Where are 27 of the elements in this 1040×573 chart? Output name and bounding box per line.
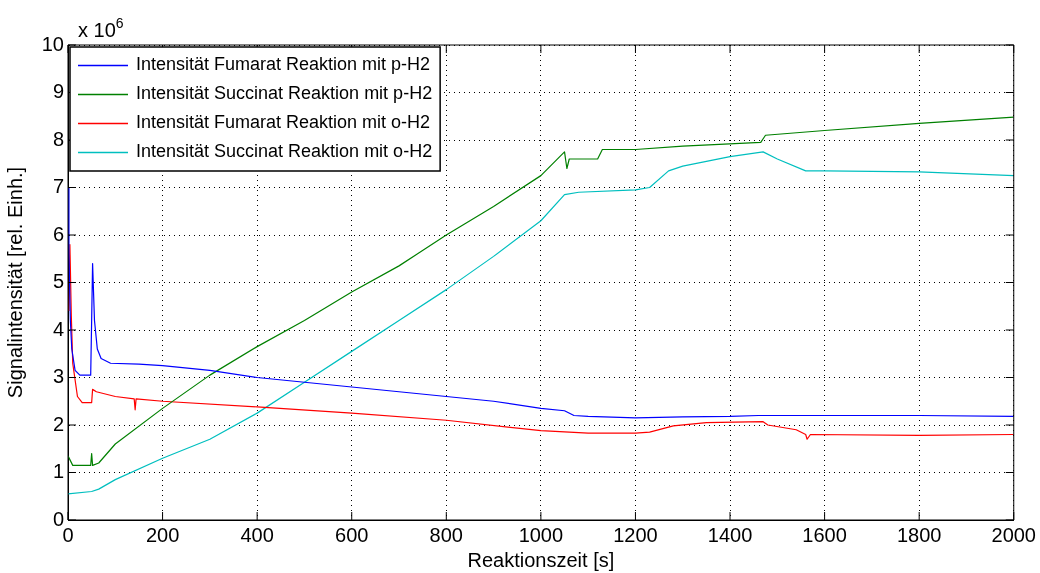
- x-tick-label: 600: [335, 523, 369, 546]
- y-tick-label: 8: [52, 127, 64, 150]
- x-tick-label: 2000: [991, 523, 1036, 546]
- y-tick-label: 4: [52, 317, 64, 340]
- y-tick-label: 6: [52, 222, 64, 245]
- y-tick-label: 5: [52, 270, 64, 293]
- y-axis-title: Signalintensität [rel. Einh.]: [3, 166, 26, 399]
- x-tick-label: 1200: [613, 523, 658, 546]
- x-axis-title: Reaktionszeit [s]: [467, 548, 615, 571]
- x-tick-label: 1000: [518, 523, 564, 546]
- y-tick-label: 7: [52, 175, 64, 198]
- y-tick-label: 10: [41, 32, 64, 55]
- legend-label: Intensität Fumarat Reaktion mit o-H2: [136, 112, 431, 133]
- x-tick-label: 1800: [896, 523, 942, 546]
- y-tick-label: 9: [52, 80, 64, 103]
- y-tick-label: 1: [52, 460, 64, 483]
- legend-label: Intensität Fumarat Reaktion mit p-H2: [136, 54, 431, 75]
- y-tick-label: 2: [52, 412, 64, 435]
- y-tick-label: 3: [52, 365, 64, 388]
- x-tick-label: 400: [240, 523, 274, 546]
- legend-label: Intensität Succinat Reaktion mit o-H2: [136, 141, 433, 162]
- x-tick-label: 800: [429, 523, 463, 546]
- legend-label: Intensität Succinat Reaktion mit p-H2: [136, 83, 433, 104]
- y-tick-label: 0: [52, 507, 64, 530]
- x-tick-label: 1600: [802, 523, 847, 546]
- x-tick-label: 200: [145, 523, 180, 546]
- x-tick-label: 1400: [707, 523, 753, 546]
